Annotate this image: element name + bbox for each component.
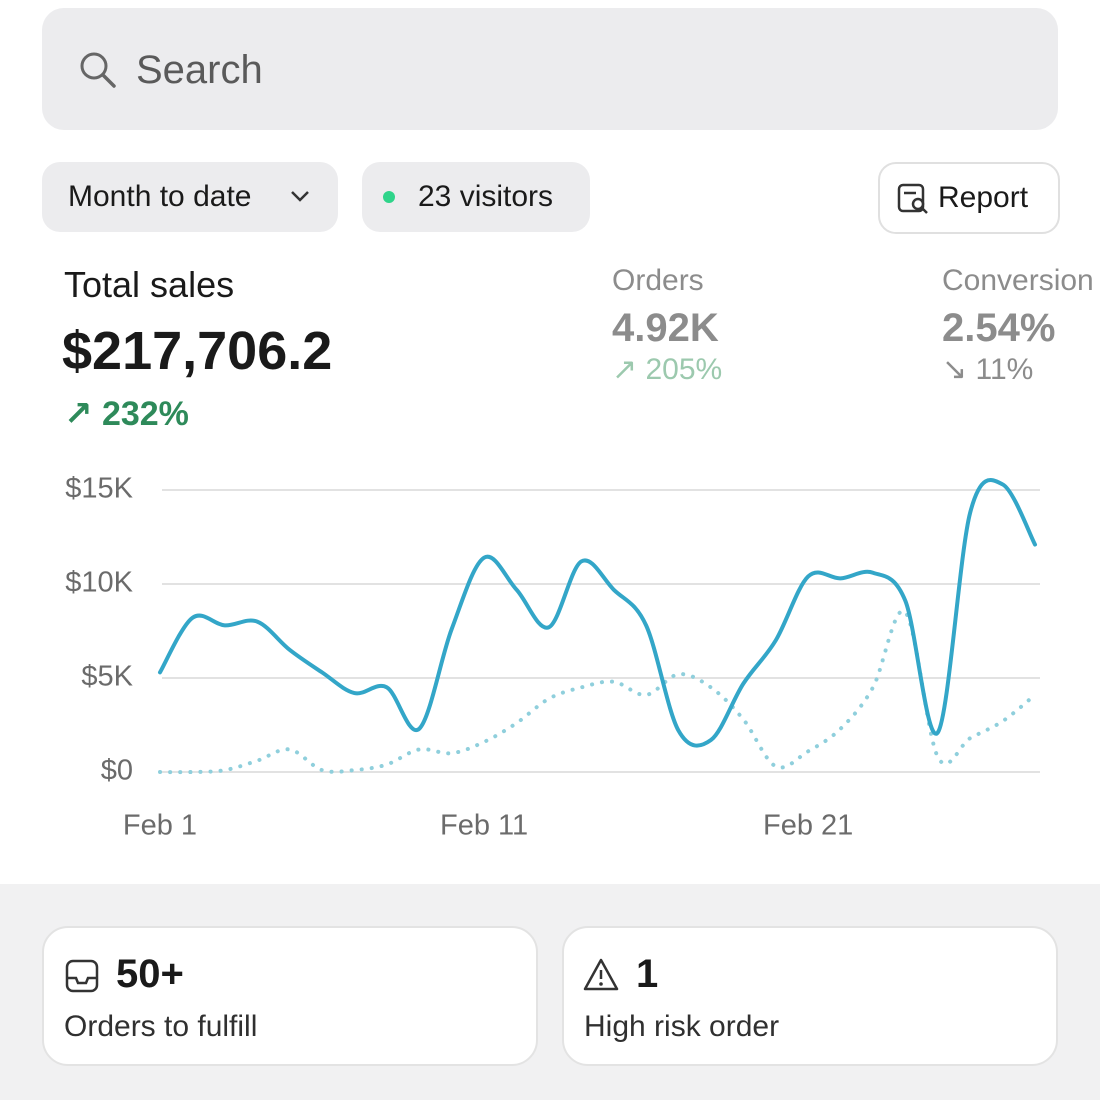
y-tick-label: $5K [81,661,133,693]
metric-label: Total sales [64,264,235,305]
summary-card[interactable]: 50+ Orders to fulfill [42,926,538,1066]
series-line [158,478,1037,748]
search-placeholder: Search [136,48,263,92]
warning-icon [583,958,619,991]
card-value: 50+ [116,952,184,996]
y-tick-label: $10K [65,567,133,599]
change-value: 205% [645,353,723,386]
range-filter[interactable]: Month to date [42,162,338,232]
live-dot [383,191,395,203]
change-value: 232% [101,395,189,433]
metric-value: 4.92K [612,306,719,350]
inbox-icon [65,959,99,993]
metric-label: Orders [612,264,704,297]
metric-change: ↗ 205% [612,353,723,386]
metric-value: 2.54% [942,306,1056,350]
sales-chart: $0 $5K $10K $15K Feb 1 Feb 11 Feb 21 [65,473,1040,842]
range-label: Month to date [68,180,252,213]
y-tick-label: $15K [65,473,133,505]
change-value: 11% [975,353,1034,386]
report-label: Report [938,181,1029,214]
chevron [291,191,309,202]
report-icon [897,183,928,214]
search-icon [80,52,116,88]
series-line [158,608,1037,775]
x-tick-label: Feb 11 [440,810,528,842]
search-bar[interactable]: Search [42,8,1058,130]
x-tick-label: Feb 21 [763,810,853,842]
metric-change: ↗ 232% [64,395,189,433]
metric-change: ↘ 11% [942,353,1034,386]
card-label: High risk order [584,1010,780,1043]
visitors-label: 23 visitors [418,180,554,213]
card-label: Orders to fulfill [64,1010,258,1043]
y-tick-label: $0 [101,755,133,787]
card-value: 1 [636,952,659,996]
summary-card[interactable]: 1 High risk order [562,926,1058,1066]
metric-label: Conversion [942,264,1094,297]
metric-value: $217,706.2 [62,321,333,381]
report-button[interactable]: Report [878,162,1060,234]
visitors-pill[interactable]: 23 visitors [362,162,590,232]
x-tick-label: Feb 1 [123,810,197,842]
